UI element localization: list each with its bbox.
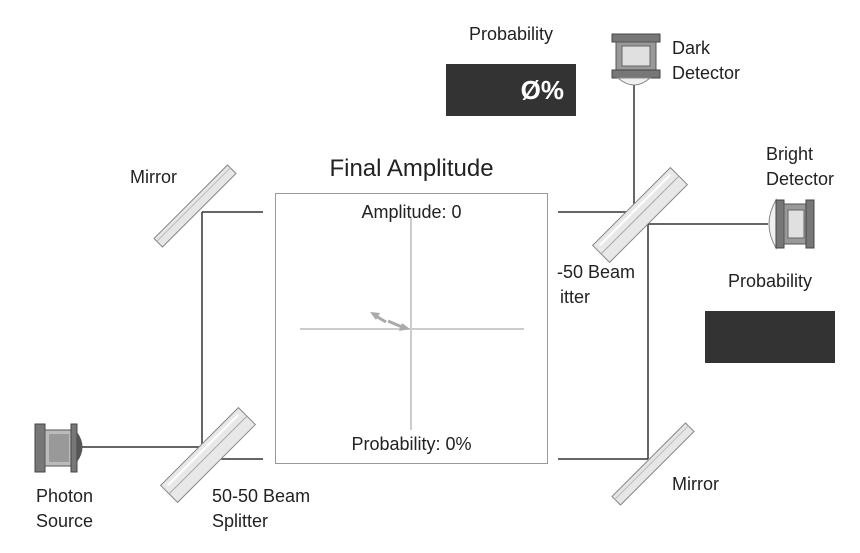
dark-detector-label-line2: Detector: [672, 63, 741, 83]
beam-paths: [82, 84, 768, 460]
mirror-top-left[interactable]: [153, 164, 237, 248]
bright-probability-readout: [705, 311, 835, 363]
photon-source-icon[interactable]: [34, 423, 83, 473]
dark-detector-label-line1: Dark: [672, 38, 711, 58]
splitter-top-label-line2: itter: [560, 287, 591, 307]
bright-detector-icon[interactable]: [768, 198, 815, 250]
final-amplitude-panel: Amplitude: 0 Probability: 0%: [275, 193, 548, 464]
mirror-bottom-right[interactable]: [611, 422, 695, 506]
dark-probability-readout: Ø%: [446, 64, 576, 116]
probability-readout: Probability: 0%: [351, 434, 472, 454]
beam-splitter-top-right[interactable]: [591, 166, 689, 264]
splitter-top-label-line1: -50 Beam: [557, 262, 636, 282]
mirror-top-label: Mirror: [130, 167, 177, 187]
amplitude-readout: Amplitude: 0: [361, 202, 462, 222]
splitter-bottom-label-line1: 50-50 Beam: [212, 486, 311, 506]
dark-detector-icon[interactable]: [611, 33, 661, 86]
amplitude-axes: [300, 218, 524, 430]
bright-probability-title: Probability: [727, 271, 813, 291]
dark-probability-title: Probability: [468, 24, 554, 44]
bright-detector-label-line2: Detector: [766, 169, 835, 189]
mirror-bottom-label: Mirror: [672, 474, 719, 494]
amplitude-arrows: [370, 312, 410, 331]
splitter-bottom-label-line2: Splitter: [212, 511, 269, 531]
final-amplitude-title: Final Amplitude: [329, 155, 494, 182]
photon-source-label-line1: Photon: [36, 486, 94, 506]
photon-source-label-line2: Source: [36, 511, 94, 531]
beam-splitter-bottom-left[interactable]: [159, 406, 257, 504]
bright-detector-label-line1: Bright: [766, 144, 814, 164]
